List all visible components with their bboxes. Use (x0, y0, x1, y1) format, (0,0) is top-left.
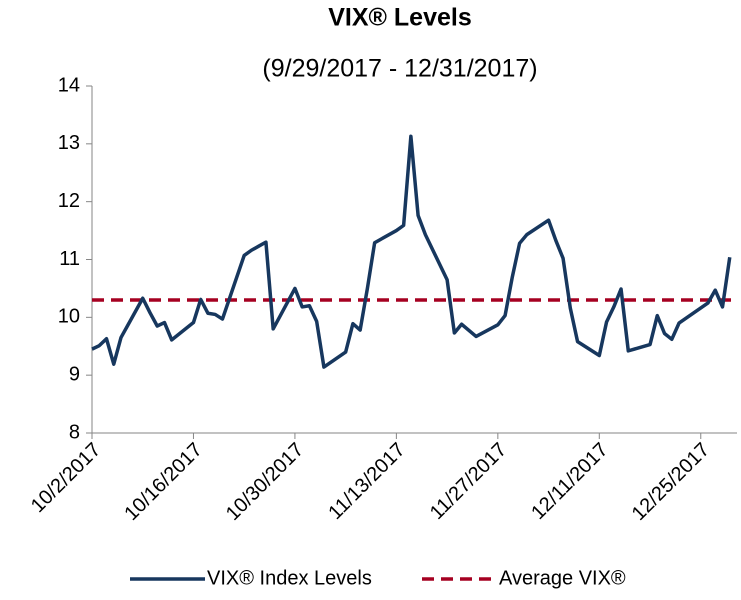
series-line (91, 134, 732, 369)
y-tick-label: 8 (69, 421, 80, 443)
x-tick-label: 12/25/2017 (628, 439, 714, 525)
legend-label: VIX® Index Levels (207, 567, 372, 589)
y-tick-label: 14 (58, 74, 80, 96)
chart-title: VIX® Levels (328, 4, 472, 32)
x-tick-label: 10/2/2017 (27, 439, 105, 517)
x-tick-label: 11/13/2017 (324, 439, 409, 524)
legend-label: Average VIX® (499, 567, 626, 589)
x-tick-label: 10/30/2017 (222, 439, 308, 525)
chart-subtitle: (9/29/2017 - 12/31/2017) (262, 55, 537, 83)
y-tick-label: 10 (58, 306, 80, 328)
y-tick-label: 13 (58, 132, 80, 154)
x-tick-label: 11/27/2017 (426, 439, 511, 524)
x-tick-label: 12/11/2017 (527, 439, 612, 524)
y-tick-label: 9 (69, 363, 80, 385)
y-tick-label: 12 (58, 190, 80, 212)
x-tick-label: 10/16/2017 (120, 439, 206, 525)
y-tick-label: 11 (59, 248, 80, 270)
